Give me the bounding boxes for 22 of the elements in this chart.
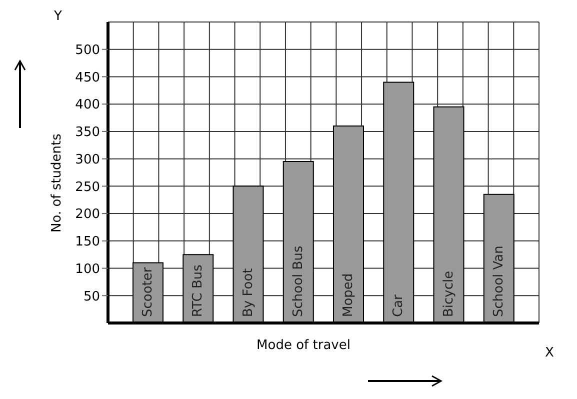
y-tick-label: 200 <box>75 207 100 222</box>
x-tick-label: School Bus <box>290 246 306 317</box>
y-axis-title: No. of students <box>50 133 65 232</box>
y-tick-label: 350 <box>75 125 100 140</box>
y-tick-label: 400 <box>75 98 100 113</box>
y-tick-label: 500 <box>75 42 100 58</box>
y-tick-label: 150 <box>75 234 100 250</box>
x-tick-label: Moped <box>341 273 356 317</box>
y-tick-label: 50 <box>83 289 100 304</box>
text: X <box>545 346 554 360</box>
x-tick-label: School Van <box>491 246 506 317</box>
x-tick-label: Bicycle <box>441 270 456 317</box>
x-tick-label: Scooter <box>140 266 156 317</box>
x-tick-label: By Foot <box>240 268 256 317</box>
x-tick-label: Car <box>391 294 406 317</box>
y-tick-label: 300 <box>75 152 100 168</box>
x-tick-label: RTC Bus <box>190 264 206 317</box>
y-tick-label: 250 <box>75 180 100 195</box>
x-axis-title: Mode of travel <box>256 338 350 353</box>
y-tick-label: 450 <box>75 70 100 86</box>
text: Y <box>53 9 62 24</box>
y-tick-label: 100 <box>75 262 100 277</box>
